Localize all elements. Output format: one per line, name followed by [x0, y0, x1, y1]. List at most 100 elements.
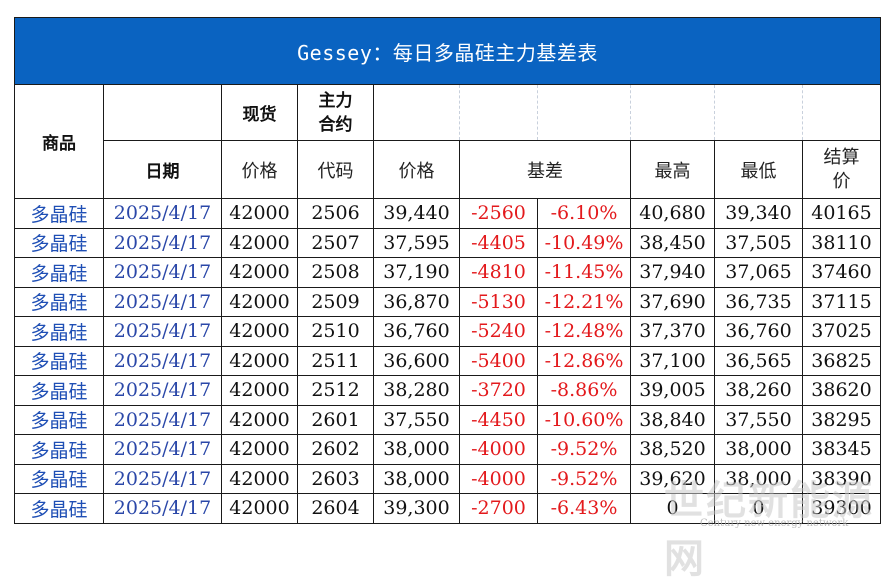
- spot-price-cell: 42000: [221, 345, 298, 376]
- date-cell: 2025/4/17: [103, 286, 222, 317]
- high-cell: 40,680: [630, 198, 715, 229]
- product-cell: 多晶硅: [14, 404, 104, 435]
- header-high: 最高: [630, 140, 715, 199]
- basis-cell: -5400: [459, 345, 538, 376]
- basis-cell: -5130: [459, 286, 538, 317]
- contract-code-cell: 2512: [297, 375, 374, 406]
- table-row: 多晶硅 2025/4/17 42000 2506 39,440 -2560 -6.10% 40…: [14, 198, 882, 229]
- contract-code-cell: 2601: [297, 404, 374, 435]
- basis-percent-cell: -9.52%: [537, 463, 631, 494]
- header-product: 商品: [14, 84, 104, 199]
- date-cell: 2025/4/17: [103, 463, 222, 494]
- contract-code-cell: 2507: [297, 227, 374, 258]
- high-cell: 0: [630, 493, 715, 524]
- spot-price-cell: 42000: [221, 257, 298, 288]
- header-spot-price: 价格: [221, 140, 298, 199]
- product-cell: 多晶硅: [14, 375, 104, 406]
- settle-cell: 38110: [801, 227, 882, 258]
- contract-code-cell: 2508: [297, 257, 374, 288]
- header-main-contract: 主力 合约: [297, 84, 374, 141]
- basis-cell: -4405: [459, 227, 538, 258]
- basis-table: Gessey：每日多晶硅主力基差表 商品 现货 主力 合约 日期 价格 代码: [13, 17, 882, 524]
- basis-percent-cell: -6.43%: [537, 493, 631, 524]
- low-cell: 38,000: [714, 434, 803, 465]
- date-cell: 2025/4/17: [103, 198, 222, 229]
- low-cell: 36,760: [714, 316, 803, 347]
- high-cell: 37,940: [630, 257, 715, 288]
- header-blank-cell: [373, 84, 460, 141]
- contract-price-cell: 36,760: [373, 316, 460, 347]
- contract-price-cell: 36,600: [373, 345, 460, 376]
- date-cell: 2025/4/17: [103, 316, 222, 347]
- low-cell: 38,260: [714, 375, 803, 406]
- settle-cell: 38345: [801, 434, 882, 465]
- basis-percent-cell: -10.60%: [537, 404, 631, 435]
- basis-percent-cell: -8.86%: [537, 375, 631, 406]
- table-row: 多晶硅 2025/4/17 42000 2507 37,595 -4405 -10.49% 3…: [14, 227, 882, 258]
- header-blank-cell: [459, 84, 538, 141]
- basis-cell: -2560: [459, 198, 538, 229]
- date-cell: 2025/4/17: [103, 434, 222, 465]
- header-settle: 结算价: [801, 140, 882, 199]
- basis-cell: -4000: [459, 463, 538, 494]
- contract-code-cell: 2603: [297, 463, 374, 494]
- high-cell: 38,520: [630, 434, 715, 465]
- low-cell: 38,000: [714, 463, 803, 494]
- header-blank-cell: [630, 84, 715, 141]
- date-cell: 2025/4/17: [103, 375, 222, 406]
- contract-code-cell: 2509: [297, 286, 374, 317]
- header-blank-cell: [801, 84, 882, 141]
- basis-cell: -5240: [459, 316, 538, 347]
- contract-price-cell: 37,550: [373, 404, 460, 435]
- table-title: Gessey：每日多晶硅主力基差表: [13, 17, 882, 85]
- basis-cell: -4000: [459, 434, 538, 465]
- product-cell: 多晶硅: [14, 286, 104, 317]
- table-row: 多晶硅 2025/4/17 42000 2603 38,000 -4000 -9.52% 39…: [14, 463, 882, 494]
- settle-cell: 37115: [801, 286, 882, 317]
- settle-cell: 38390: [801, 463, 882, 494]
- header-low: 最低: [714, 140, 803, 199]
- low-cell: 0: [714, 493, 803, 524]
- basis-cell: -2700: [459, 493, 538, 524]
- contract-code-cell: 2511: [297, 345, 374, 376]
- low-cell: 36,565: [714, 345, 803, 376]
- spot-price-cell: 42000: [221, 375, 298, 406]
- high-cell: 37,370: [630, 316, 715, 347]
- date-cell: 2025/4/17: [103, 345, 222, 376]
- settle-cell: 36825: [801, 345, 882, 376]
- header-main-contract-text: 主力 合约: [318, 90, 353, 135]
- basis-percent-cell: -11.45%: [537, 257, 631, 288]
- product-cell: 多晶硅: [14, 434, 104, 465]
- header-spot: 现货: [221, 84, 298, 141]
- basis-percent-cell: -12.48%: [537, 316, 631, 347]
- spot-price-cell: 42000: [221, 493, 298, 524]
- date-cell: 2025/4/17: [103, 493, 222, 524]
- basis-percent-cell: -12.21%: [537, 286, 631, 317]
- date-cell: 2025/4/17: [103, 227, 222, 258]
- product-cell: 多晶硅: [14, 493, 104, 524]
- spot-price-cell: 42000: [221, 404, 298, 435]
- spot-price-cell: 42000: [221, 434, 298, 465]
- table-row: 多晶硅 2025/4/17 42000 2602 38,000 -4000 -9.52% 38…: [14, 434, 882, 465]
- settle-cell: 37460: [801, 257, 882, 288]
- header-code: 代码: [297, 140, 374, 199]
- table-body: 多晶硅 2025/4/17 42000 2506 39,440 -2560 -6.10% 40…: [14, 198, 882, 524]
- table-row: 多晶硅 2025/4/17 42000 2510 36,760 -5240 -12.48% 3…: [14, 316, 882, 347]
- contract-price-cell: 38,000: [373, 463, 460, 494]
- contract-price-cell: 37,190: [373, 257, 460, 288]
- high-cell: 39,620: [630, 463, 715, 494]
- product-cell: 多晶硅: [14, 198, 104, 229]
- product-cell: 多晶硅: [14, 227, 104, 258]
- basis-cell: -3720: [459, 375, 538, 406]
- contract-price-cell: 38,280: [373, 375, 460, 406]
- header-blank-cell: [714, 84, 803, 141]
- table-row: 多晶硅 2025/4/17 42000 2508 37,190 -4810 -11.45% 3…: [14, 257, 882, 288]
- settle-cell: 40165: [801, 198, 882, 229]
- contract-code-cell: 2510: [297, 316, 374, 347]
- basis-percent-cell: -12.86%: [537, 345, 631, 376]
- basis-percent-cell: -10.49%: [537, 227, 631, 258]
- contract-price-cell: 37,595: [373, 227, 460, 258]
- spot-price-cell: 42000: [221, 316, 298, 347]
- product-cell: 多晶硅: [14, 345, 104, 376]
- product-cell: 多晶硅: [14, 463, 104, 494]
